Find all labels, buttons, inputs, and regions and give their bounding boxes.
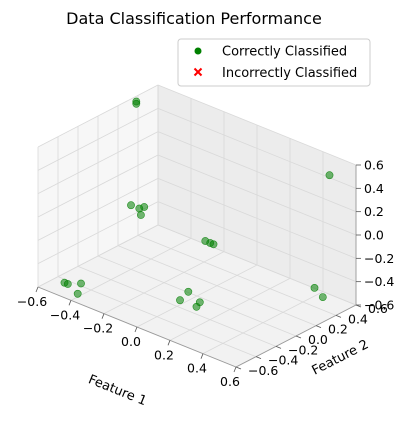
z-tick-label: −0.2: [364, 251, 394, 266]
data-point-correct: [133, 98, 140, 105]
y-tick-label: 0.2: [328, 322, 348, 337]
data-point-correct: [74, 290, 81, 297]
data-point-correct: [326, 172, 333, 179]
y-tick-mark: [316, 326, 321, 328]
data-point-correct: [185, 288, 192, 295]
x-tick-mark: [201, 354, 203, 359]
y-tick-label: 0.0: [308, 332, 328, 347]
x-tick-mark: [69, 300, 71, 305]
x-tick-label: 0.6: [220, 374, 240, 389]
z-tick-label: 0.6: [364, 158, 384, 173]
y-tick-label: 0.4: [348, 311, 368, 326]
x-tick-mark: [168, 340, 170, 345]
x-tick-mark: [135, 327, 137, 332]
x-tick-label: 0.4: [187, 361, 207, 376]
x-tick-label: 0.2: [154, 347, 174, 362]
x-tick-mark: [36, 287, 38, 292]
x-tick-label: −0.4: [50, 307, 80, 322]
legend-label-correct: Correctly Classified: [222, 45, 347, 60]
y-tick-mark: [336, 315, 341, 317]
y-tick-mark: [276, 346, 281, 348]
data-point-correct: [176, 297, 183, 304]
data-point-correct: [319, 294, 326, 301]
data-point-correct: [127, 202, 134, 209]
y-tick-mark: [236, 367, 241, 369]
x-tick-mark: [102, 314, 104, 319]
data-point-correct: [311, 284, 318, 291]
data-point-correct: [141, 203, 148, 210]
x-tick-label: −0.2: [83, 321, 113, 336]
legend-label-incorrect: Incorrectly Classified: [222, 66, 357, 81]
data-point-correct: [77, 280, 84, 287]
data-point-correct: [64, 280, 71, 287]
y-tick-mark: [296, 336, 301, 338]
x-axis-label: Feature 1: [86, 372, 149, 409]
z-tick-label: 0.4: [364, 181, 384, 196]
legend: Correctly Classified Incorrectly Classif…: [178, 39, 370, 86]
chart-title: Data Classification Performance: [66, 9, 322, 28]
y-tick-mark: [256, 357, 261, 359]
z-tick-label: 0.0: [364, 228, 384, 243]
x-tick-label: 0.0: [121, 334, 141, 349]
legend-marker-correct-icon: [195, 48, 202, 55]
z-tick-label: −0.4: [364, 274, 394, 289]
z-tick-label: 0.2: [364, 204, 384, 219]
x-tick-label: −0.6: [17, 294, 47, 309]
x-tick-mark: [234, 367, 236, 372]
data-point-correct: [137, 211, 144, 218]
z-tick-label: −0.6: [364, 298, 394, 313]
data-point-correct: [210, 241, 217, 248]
data-point-correct: [196, 299, 203, 306]
